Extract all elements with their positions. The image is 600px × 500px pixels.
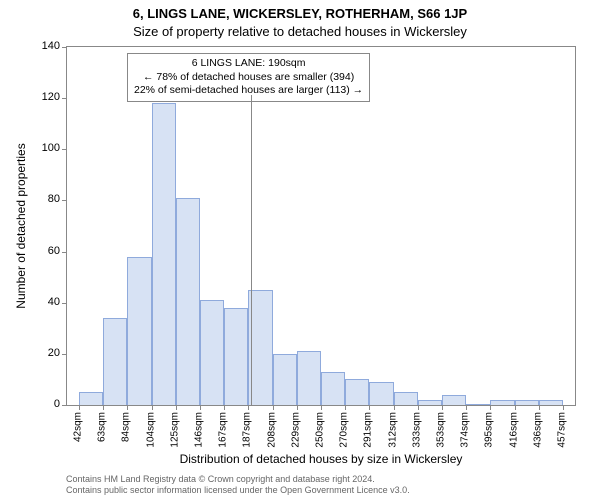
annotation-line-1: 6 LINGS LANE: 190sqm bbox=[134, 57, 363, 71]
y-tick-label: 40 bbox=[10, 296, 60, 308]
x-tick-label: 84sqm bbox=[121, 412, 132, 442]
x-tick-label: 42sqm bbox=[73, 412, 84, 442]
x-tick-label: 229sqm bbox=[290, 412, 301, 448]
x-tick-mark bbox=[248, 405, 249, 410]
x-tick-mark bbox=[152, 405, 153, 410]
x-tick-label: 187sqm bbox=[242, 412, 253, 448]
x-tick-label: 333sqm bbox=[411, 412, 422, 448]
x-tick-label: 291sqm bbox=[363, 412, 374, 448]
x-tick-mark bbox=[515, 405, 516, 410]
y-tick-label: 20 bbox=[10, 347, 60, 359]
y-tick-mark bbox=[62, 354, 67, 355]
histogram-bar bbox=[224, 308, 248, 405]
x-tick-mark bbox=[127, 405, 128, 410]
y-tick-label: 80 bbox=[10, 193, 60, 205]
x-tick-mark bbox=[345, 405, 346, 410]
histogram-bar bbox=[466, 404, 490, 405]
x-tick-mark bbox=[490, 405, 491, 410]
x-tick-mark bbox=[369, 405, 370, 410]
y-tick-mark bbox=[62, 149, 67, 150]
x-tick-mark bbox=[273, 405, 274, 410]
x-tick-label: 353sqm bbox=[435, 412, 446, 448]
histogram-bar bbox=[273, 354, 297, 405]
chart-footer: Contains HM Land Registry data © Crown c… bbox=[66, 474, 410, 496]
annotation-line-2: ← 78% of detached houses are smaller (39… bbox=[134, 71, 363, 85]
x-tick-label: 208sqm bbox=[266, 412, 277, 448]
x-tick-mark bbox=[563, 405, 564, 410]
chart-title-2: Size of property relative to detached ho… bbox=[0, 24, 600, 39]
x-tick-mark bbox=[79, 405, 80, 410]
histogram-bar bbox=[418, 400, 442, 405]
histogram-bar bbox=[442, 395, 466, 405]
y-tick-mark bbox=[62, 98, 67, 99]
property-marker-line bbox=[251, 95, 252, 405]
x-tick-label: 416sqm bbox=[508, 412, 519, 448]
histogram-bar bbox=[176, 198, 200, 405]
x-tick-label: 125sqm bbox=[169, 412, 180, 448]
x-tick-mark bbox=[418, 405, 419, 410]
x-tick-label: 167sqm bbox=[218, 412, 229, 448]
histogram-bar bbox=[79, 392, 103, 405]
x-tick-label: 312sqm bbox=[387, 412, 398, 448]
histogram-bar bbox=[127, 257, 151, 405]
x-tick-mark bbox=[442, 405, 443, 410]
histogram-bar bbox=[345, 379, 369, 405]
x-tick-label: 395sqm bbox=[484, 412, 495, 448]
x-tick-label: 250sqm bbox=[315, 412, 326, 448]
y-tick-label: 140 bbox=[10, 40, 60, 52]
y-tick-mark bbox=[62, 47, 67, 48]
x-tick-mark bbox=[297, 405, 298, 410]
histogram-bar bbox=[321, 372, 345, 405]
y-tick-mark bbox=[62, 200, 67, 201]
y-tick-label: 60 bbox=[10, 245, 60, 257]
x-tick-label: 63sqm bbox=[97, 412, 108, 442]
annotation-box: 6 LINGS LANE: 190sqm ← 78% of detached h… bbox=[127, 53, 370, 102]
chart-title-1: 6, LINGS LANE, WICKERSLEY, ROTHERHAM, S6… bbox=[0, 6, 600, 21]
footer-line-2: Contains public sector information licen… bbox=[66, 485, 410, 496]
histogram-bar bbox=[248, 290, 272, 405]
x-tick-mark bbox=[394, 405, 395, 410]
histogram-bar bbox=[297, 351, 321, 405]
histogram-bar bbox=[200, 300, 224, 405]
x-tick-label: 146sqm bbox=[194, 412, 205, 448]
chart-plot-area: 6 LINGS LANE: 190sqm ← 78% of detached h… bbox=[66, 46, 576, 406]
annotation-line-3: 22% of semi-detached houses are larger (… bbox=[134, 84, 363, 98]
histogram-bar bbox=[539, 400, 563, 405]
histogram-bar bbox=[369, 382, 393, 405]
x-tick-mark bbox=[321, 405, 322, 410]
x-tick-label: 270sqm bbox=[339, 412, 350, 448]
x-tick-mark bbox=[103, 405, 104, 410]
histogram-bar bbox=[515, 400, 539, 405]
y-tick-label: 100 bbox=[10, 142, 60, 154]
x-axis-label: Distribution of detached houses by size … bbox=[66, 452, 576, 466]
x-tick-mark bbox=[539, 405, 540, 410]
y-tick-mark bbox=[62, 252, 67, 253]
histogram-bar bbox=[490, 400, 514, 405]
y-tick-label: 0 bbox=[10, 398, 60, 410]
y-tick-mark bbox=[62, 405, 67, 406]
x-tick-mark bbox=[200, 405, 201, 410]
y-tick-label: 120 bbox=[10, 91, 60, 103]
x-tick-label: 374sqm bbox=[460, 412, 471, 448]
y-tick-mark bbox=[62, 303, 67, 304]
histogram-bar bbox=[103, 318, 127, 405]
x-tick-mark bbox=[466, 405, 467, 410]
x-tick-label: 436sqm bbox=[532, 412, 543, 448]
x-tick-label: 104sqm bbox=[145, 412, 156, 448]
footer-line-1: Contains HM Land Registry data © Crown c… bbox=[66, 474, 410, 485]
x-tick-label: 457sqm bbox=[556, 412, 567, 448]
histogram-bar bbox=[152, 103, 176, 405]
x-tick-mark bbox=[176, 405, 177, 410]
histogram-bar bbox=[394, 392, 418, 405]
x-tick-mark bbox=[224, 405, 225, 410]
